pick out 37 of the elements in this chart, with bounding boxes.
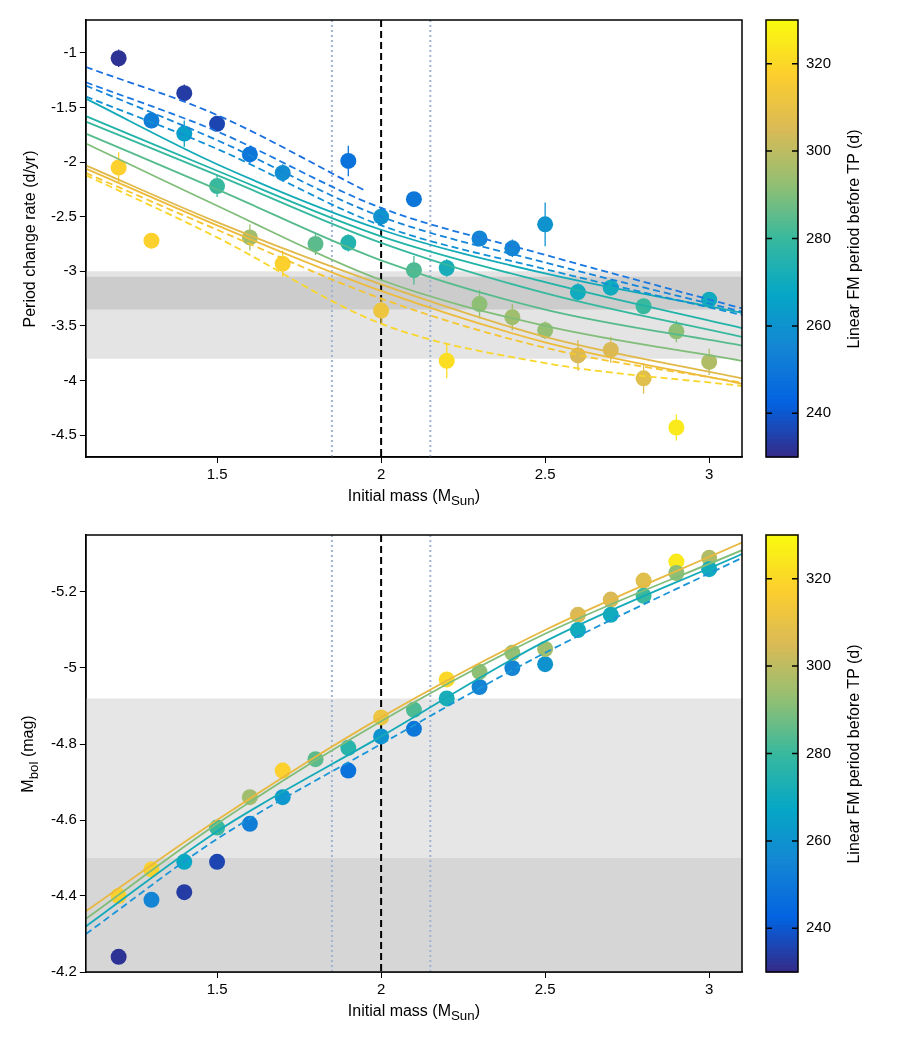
y-tick-label: -4.4: [50, 886, 77, 904]
x-tick-label: 1.5: [206, 465, 228, 483]
color-bar-label: 320: [806, 53, 832, 71]
x-tick-label: 2.5: [534, 465, 556, 483]
y-tick-label: -3: [63, 261, 77, 279]
x-tick-label: 3: [705, 465, 714, 483]
x-axis-title: Initial mass (M$_{Sun}$): [347, 487, 481, 509]
y-tick-label: -4.2: [50, 962, 77, 980]
x-tick-label: 3: [705, 980, 714, 998]
x-tick-label: 2.5: [534, 980, 556, 998]
color-bar-label: 280: [806, 228, 832, 246]
y-tick-label: -4.6: [50, 810, 77, 828]
color-bar-label: 260: [806, 316, 832, 334]
color-bar-label: 260: [806, 831, 832, 849]
y-tick-label: -4.5: [50, 425, 77, 443]
color-bar-label: 240: [806, 918, 832, 936]
x-tick-label: 1.5: [206, 980, 228, 998]
color-bar-label: 300: [806, 141, 832, 159]
y-tick-label: -1: [63, 42, 77, 60]
x-tick-label: 2: [376, 465, 386, 483]
y-tick-label: -5: [63, 658, 77, 676]
x-axis-title: Initial mass (M$_{Sun}$): [347, 1002, 481, 1024]
y-tick-label: -3.5: [50, 316, 77, 334]
y-axis-title: Period change rate (d/yr): [21, 150, 39, 327]
color-bar-label: 240: [806, 403, 832, 421]
y-tick-label: -2: [63, 152, 77, 170]
color-bar-title: Linear FM period before TP (d): [845, 643, 863, 864]
y-tick-label: -5.2: [50, 582, 77, 600]
y-tick-label: -2.5: [50, 206, 77, 224]
y-tick-label: -4: [63, 370, 77, 388]
x-tick-label: 2: [376, 980, 386, 998]
color-bar-label: 280: [806, 743, 832, 761]
color-bar-label: 320: [806, 568, 832, 586]
y-tick-label: -4.8: [50, 734, 77, 752]
color-bar-title: Linear FM period before TP (d): [845, 128, 863, 349]
y-tick-label: -1.5: [50, 97, 77, 115]
color-bar-label: 300: [806, 656, 832, 674]
